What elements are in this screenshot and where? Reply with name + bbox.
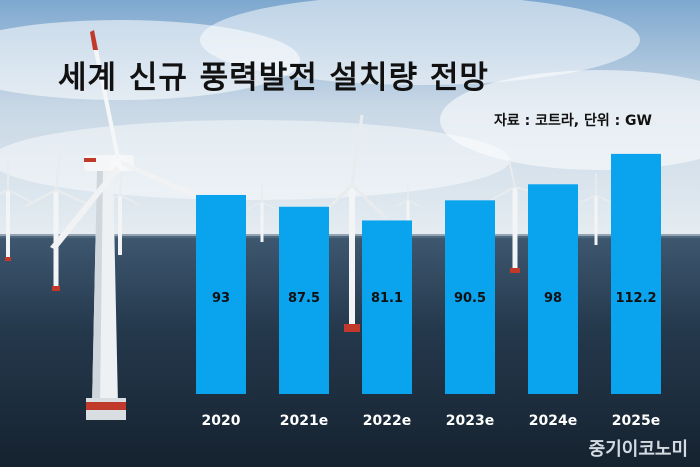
value-label-2021e: 87.5 <box>288 291 320 306</box>
value-label-2024e: 98 <box>544 291 562 306</box>
bar-2021e <box>279 206 329 394</box>
category-label-2020: 2020 <box>202 413 241 429</box>
value-label-2025e: 112.2 <box>615 291 656 306</box>
chart-title: 세계 신규 풍력발전 설치량 전망 <box>58 60 489 96</box>
foreground-turbine <box>50 30 196 420</box>
value-label-2020: 93 <box>212 291 230 306</box>
category-label-2021e: 2021e <box>280 413 328 429</box>
bar-2020 <box>196 194 246 394</box>
bar-2023e <box>445 200 495 394</box>
bar-2022e <box>362 220 412 394</box>
category-label-2023e: 2023e <box>446 413 494 429</box>
category-label-2022e: 2022e <box>363 413 411 429</box>
publisher-watermark: 중기이코노미 <box>588 439 688 460</box>
category-label-2024e: 2024e <box>529 413 577 429</box>
category-label-2025e: 2025e <box>612 413 660 429</box>
bar-2024e <box>528 184 578 394</box>
bar-2025e <box>611 153 661 394</box>
value-label-2023e: 90.5 <box>454 291 486 306</box>
value-label-2022e: 81.1 <box>371 291 403 306</box>
source-unit-note: 자료 : 코트라, 단위 : GW <box>494 113 652 129</box>
